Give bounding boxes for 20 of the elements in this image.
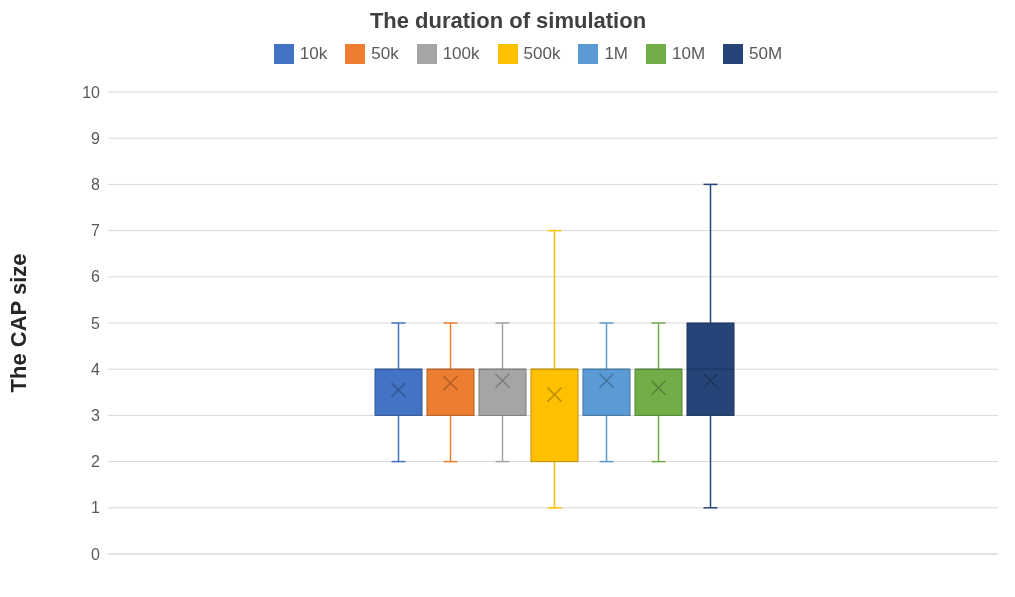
- y-tick-label: 4: [91, 360, 101, 378]
- y-tick-label: 6: [91, 268, 101, 286]
- legend-label: 50M: [749, 44, 783, 64]
- y-axis-title: The CAP size: [5, 253, 31, 393]
- legend-label: 10k: [299, 44, 328, 64]
- y-tick-label: 2: [91, 453, 101, 471]
- y-tick-label: 10: [82, 83, 101, 101]
- y-tick-label: 9: [91, 129, 101, 147]
- y-tick-label: 3: [91, 407, 101, 425]
- legend-label: 100k: [442, 44, 480, 64]
- y-tick-label: 1: [91, 499, 101, 517]
- legend-label: 1M: [604, 44, 629, 64]
- y-tick-label: 8: [91, 176, 101, 194]
- y-tick-label: 0: [91, 545, 101, 563]
- legend-label: 50k: [371, 44, 399, 64]
- legend-label: 10M: [672, 44, 706, 64]
- y-tick-label: 7: [91, 222, 101, 240]
- y-tick-label: 5: [91, 314, 101, 332]
- legend-label: 500k: [523, 44, 561, 64]
- chart-title: The duration of simulation: [368, 8, 648, 34]
